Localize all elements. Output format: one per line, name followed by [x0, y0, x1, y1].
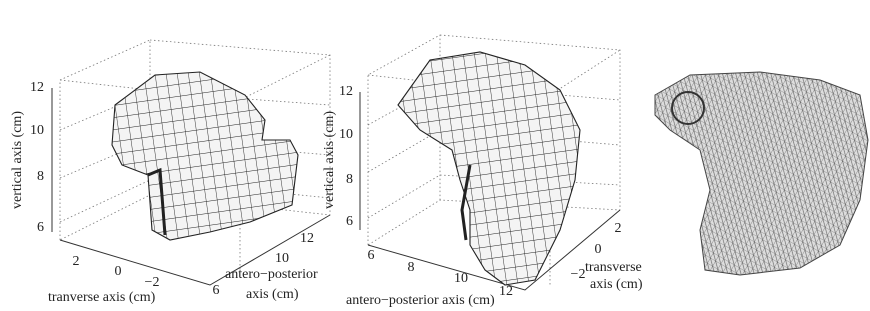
axis-label: vertical axis (cm) — [10, 111, 25, 209]
tick-label: 6 — [368, 248, 375, 263]
tick-label: 12 — [339, 84, 353, 99]
surface-mesh — [112, 72, 298, 240]
axis-label: axis (cm) — [590, 277, 643, 292]
tick-label: 10 — [454, 271, 468, 286]
wireframe-mesh — [655, 72, 868, 275]
axis-label: axis (cm) — [246, 287, 299, 302]
tick-label: −2 — [145, 275, 160, 290]
axis-label: transverse — [585, 260, 642, 275]
tick-label: 10 — [275, 251, 289, 266]
tick-label: 8 — [37, 169, 44, 184]
tick-label: 12 — [300, 231, 314, 246]
tick-label: 2 — [73, 254, 80, 269]
tick-label: 8 — [408, 260, 415, 275]
axis-label: antero−posterior — [225, 267, 318, 282]
tick-label: 0 — [595, 242, 602, 257]
tick-label: 10 — [339, 127, 353, 142]
tick-label: 6 — [213, 283, 220, 298]
axis-label: tranverse axis (cm) — [48, 290, 156, 305]
figure: vertical axis (cm) 12 10 8 6 2 0 −2 tran… — [0, 0, 870, 311]
tick-label: 6 — [37, 220, 44, 235]
tick-label: 12 — [499, 284, 513, 299]
axis-label: vertical axis (cm) — [322, 111, 337, 209]
tick-label: 10 — [30, 123, 44, 138]
tick-label: 0 — [115, 264, 122, 279]
tick-label: 2 — [615, 221, 622, 236]
tick-label: 6 — [346, 214, 353, 229]
tick-label: 8 — [346, 172, 353, 187]
tick-label: 12 — [30, 80, 44, 95]
tick-label: −2 — [571, 267, 586, 282]
axis-label: antero−posterior axis (cm) — [346, 293, 495, 308]
surface-mesh — [398, 52, 580, 285]
